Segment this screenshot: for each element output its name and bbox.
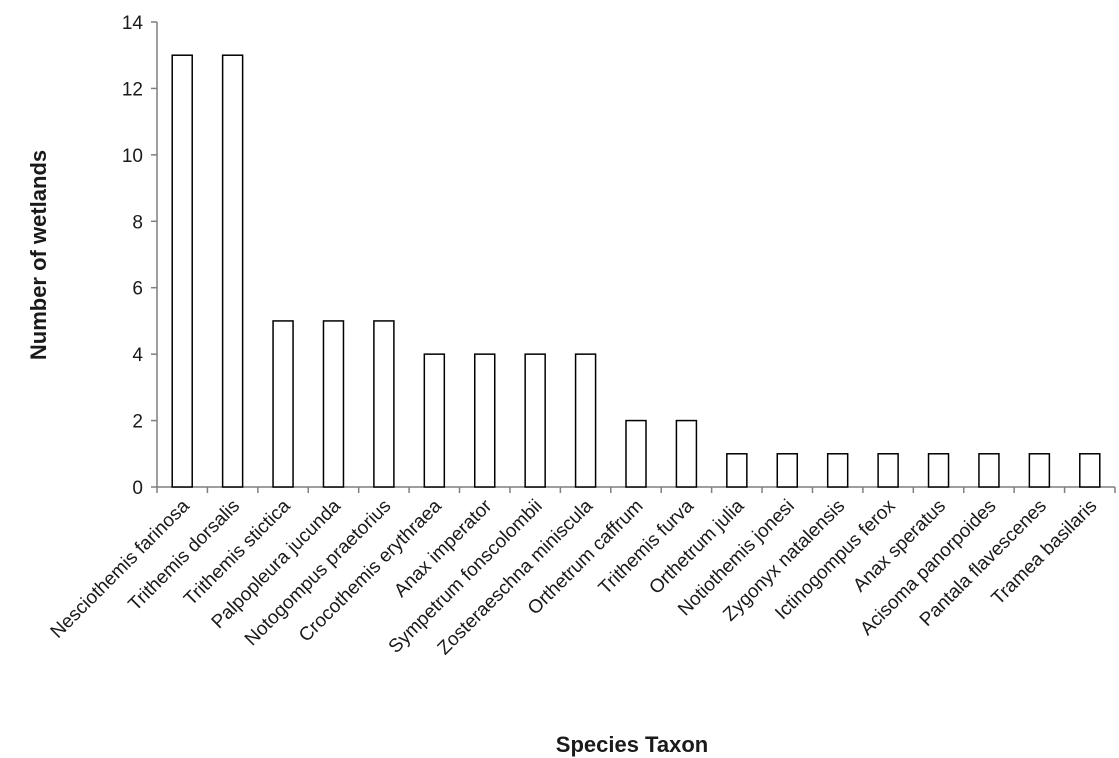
bar [272, 320, 294, 488]
y-tick-label: 0 [132, 478, 143, 499]
bar [1028, 453, 1051, 488]
bar [625, 419, 647, 488]
bar [574, 353, 597, 488]
bars [171, 54, 1101, 488]
bar [524, 353, 546, 488]
y-tick-label: 6 [132, 279, 143, 300]
x-axis [156, 486, 1116, 493]
bar [373, 320, 395, 488]
bar [776, 453, 799, 488]
bar [1079, 453, 1101, 488]
y-tick-label: 12 [122, 79, 143, 100]
bar [927, 453, 950, 488]
bar [675, 419, 698, 488]
bar [221, 54, 244, 488]
bar [726, 453, 748, 488]
x-axis-title: Species Taxon [556, 732, 708, 757]
bar [423, 353, 446, 488]
bar [322, 320, 345, 488]
y-tick-label: 2 [132, 412, 143, 433]
bar [473, 353, 496, 488]
y-axis: 0 2 4 6 8 10 12 14 [122, 13, 158, 499]
y-tick-label: 14 [122, 13, 144, 34]
y-axis-title: Number of wetlands [26, 150, 51, 360]
bar [171, 54, 193, 488]
bar [877, 453, 899, 488]
y-tick-label: 8 [132, 212, 143, 233]
bar [978, 453, 1000, 488]
bar [826, 453, 849, 488]
y-tick-label: 10 [122, 146, 143, 167]
y-tick-label: 4 [132, 345, 143, 366]
